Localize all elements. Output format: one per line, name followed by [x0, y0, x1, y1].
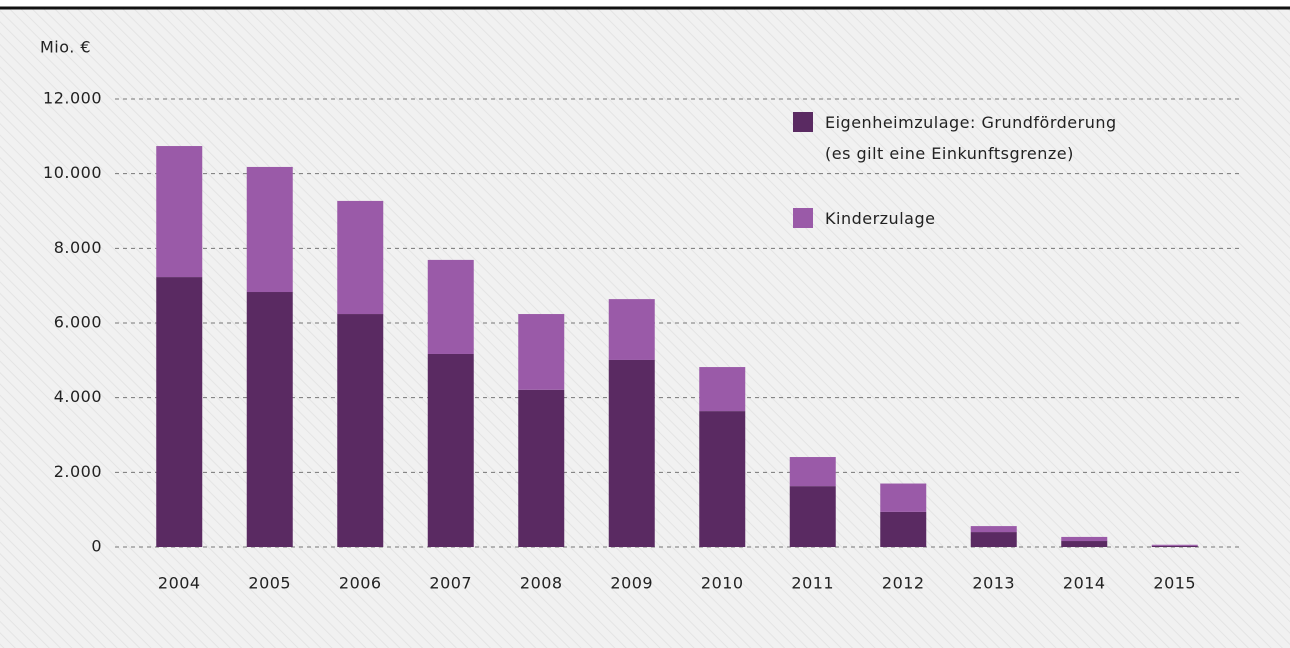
bar-segment	[337, 200, 384, 315]
y-tick-label: 6.000	[54, 313, 102, 332]
bar-segment	[337, 314, 384, 547]
bar-segment	[1061, 536, 1108, 542]
x-tick-label: 2014	[1063, 574, 1106, 593]
y-tick-label: 8.000	[54, 238, 102, 257]
x-tick-label: 2009	[610, 574, 653, 593]
bar-segment	[156, 146, 203, 278]
x-tick-label: 2007	[429, 574, 472, 593]
legend-label: Kinderzulage	[825, 209, 935, 228]
bar-segment	[970, 532, 1017, 547]
bar-segment	[246, 292, 293, 547]
bar-segment	[880, 511, 927, 547]
x-tick-label: 2008	[520, 574, 563, 593]
legend-label: Eigenheimzulage: Grundförderung (es gilt …	[825, 113, 1117, 163]
x-tick-label: 2006	[339, 574, 382, 593]
bar-segment	[699, 367, 746, 412]
y-tick-label: 0	[91, 537, 102, 556]
bar-segment	[518, 389, 565, 547]
bar-segment	[970, 526, 1017, 533]
y-axis-label: Mio. €	[40, 38, 91, 57]
x-tick-label: 2005	[248, 574, 291, 593]
bar-segment	[1061, 541, 1108, 547]
bar-segment	[789, 457, 836, 487]
x-tick-label: 2004	[158, 574, 201, 593]
legend-swatch	[793, 208, 813, 228]
bar-segment	[246, 166, 293, 293]
y-tick-label: 12.000	[43, 89, 102, 108]
bar-segment	[156, 277, 203, 547]
y-tick-label: 4.000	[54, 387, 102, 406]
x-tick-label: 2011	[791, 574, 834, 593]
x-tick-label: 2013	[972, 574, 1015, 593]
x-tick-label: 2015	[1153, 574, 1196, 593]
legend-swatch	[793, 112, 813, 132]
bar-segment	[789, 486, 836, 547]
y-tick-label: 10.000	[43, 163, 102, 182]
bar-segment	[427, 353, 474, 547]
x-tick-label: 2010	[701, 574, 744, 593]
bar-segment	[427, 259, 474, 354]
bar-segment	[608, 299, 655, 360]
bar-segment	[1151, 544, 1198, 546]
bar-segment	[608, 359, 655, 547]
bar-segment	[518, 314, 565, 390]
x-tick-label: 2012	[882, 574, 925, 593]
bar-segment	[699, 411, 746, 547]
bar-segment	[880, 483, 927, 512]
bar-segment	[1151, 545, 1198, 547]
y-tick-label: 2.000	[54, 462, 102, 481]
